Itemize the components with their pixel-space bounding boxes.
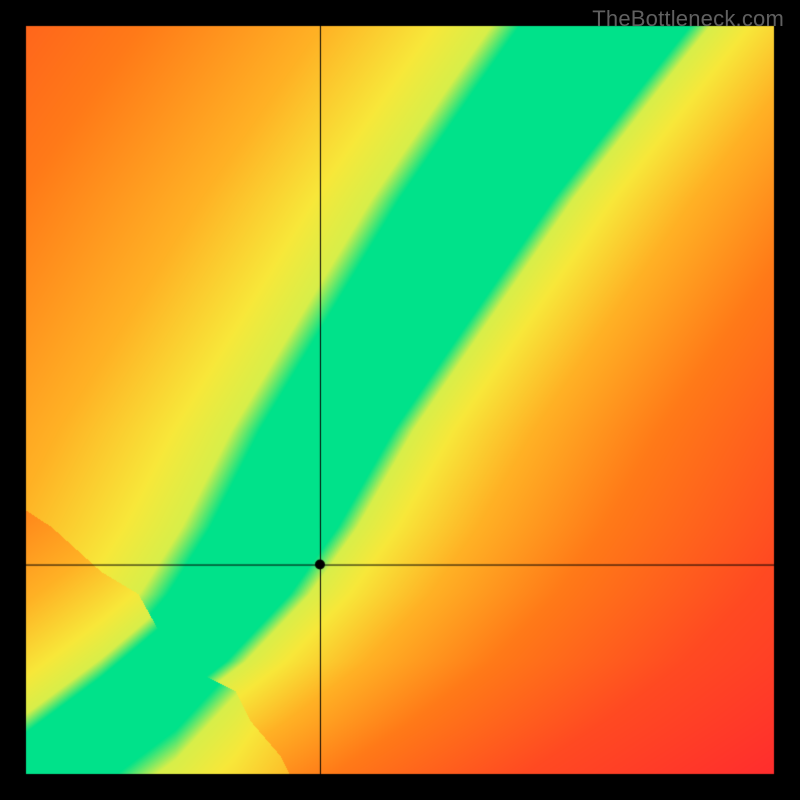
heatmap-canvas [0, 0, 800, 800]
watermark-text: TheBottleneck.com [592, 6, 784, 32]
chart-container: TheBottleneck.com [0, 0, 800, 800]
